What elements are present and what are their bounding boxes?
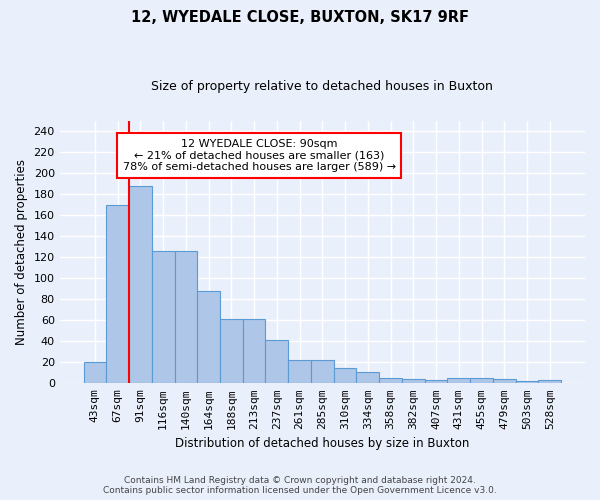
- Bar: [311, 360, 334, 384]
- Bar: [288, 360, 311, 384]
- Bar: [220, 319, 243, 384]
- Bar: [197, 291, 220, 384]
- Bar: [538, 380, 561, 384]
- Title: Size of property relative to detached houses in Buxton: Size of property relative to detached ho…: [151, 80, 493, 93]
- Bar: [515, 381, 538, 384]
- X-axis label: Distribution of detached houses by size in Buxton: Distribution of detached houses by size …: [175, 437, 470, 450]
- Bar: [106, 204, 129, 384]
- Bar: [83, 362, 106, 384]
- Y-axis label: Number of detached properties: Number of detached properties: [15, 159, 28, 345]
- Bar: [356, 372, 379, 384]
- Text: 12, WYEDALE CLOSE, BUXTON, SK17 9RF: 12, WYEDALE CLOSE, BUXTON, SK17 9RF: [131, 10, 469, 25]
- Bar: [152, 251, 175, 384]
- Bar: [470, 378, 493, 384]
- Text: 12 WYEDALE CLOSE: 90sqm
← 21% of detached houses are smaller (163)
78% of semi-d: 12 WYEDALE CLOSE: 90sqm ← 21% of detache…: [123, 139, 396, 172]
- Bar: [402, 379, 425, 384]
- Bar: [448, 378, 470, 384]
- Text: Contains HM Land Registry data © Crown copyright and database right 2024.
Contai: Contains HM Land Registry data © Crown c…: [103, 476, 497, 495]
- Bar: [425, 380, 448, 384]
- Bar: [175, 251, 197, 384]
- Bar: [243, 319, 265, 384]
- Bar: [334, 368, 356, 384]
- Bar: [493, 379, 515, 384]
- Bar: [129, 186, 152, 384]
- Bar: [265, 340, 288, 384]
- Bar: [379, 378, 402, 384]
